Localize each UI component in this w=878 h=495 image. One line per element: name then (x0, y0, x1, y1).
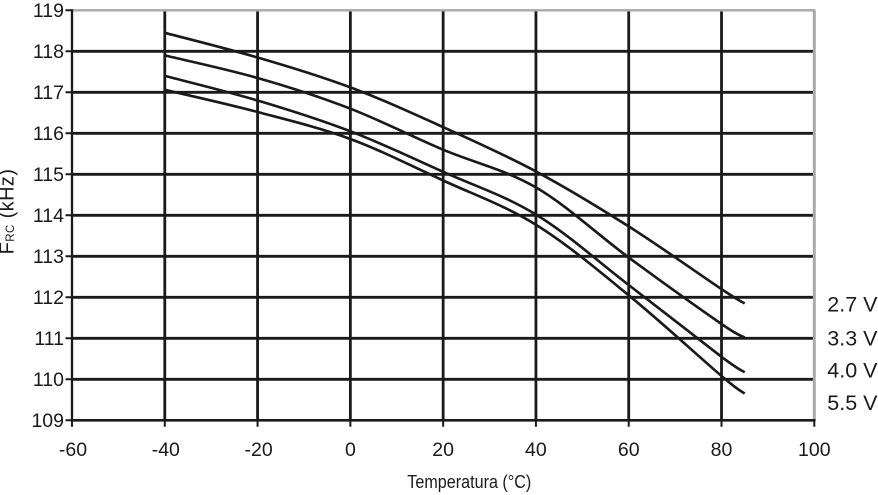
svg-text:115: 115 (33, 164, 64, 186)
svg-text:119: 119 (33, 0, 64, 22)
svg-text:116: 116 (33, 123, 64, 145)
svg-text:112: 112 (33, 287, 64, 309)
svg-text:0: 0 (345, 439, 356, 461)
svg-text:-60: -60 (59, 439, 87, 461)
svg-text:114: 114 (33, 205, 64, 227)
svg-text:113: 113 (33, 246, 64, 268)
svg-text:Temperatura (°C): Temperatura (°C) (407, 471, 531, 492)
svg-text:40: 40 (525, 439, 547, 461)
svg-text:5.5 V: 5.5 V (827, 391, 878, 415)
svg-text:80: 80 (711, 439, 733, 461)
svg-text:20: 20 (432, 439, 454, 461)
svg-text:118: 118 (33, 41, 64, 63)
svg-text:3.3 V: 3.3 V (827, 327, 878, 351)
svg-text:4.0 V: 4.0 V (827, 358, 878, 382)
svg-text:110: 110 (33, 369, 64, 391)
svg-text:-20: -20 (245, 439, 273, 461)
svg-text:60: 60 (618, 439, 640, 461)
svg-text:2.7 V: 2.7 V (827, 292, 878, 316)
svg-text:117: 117 (33, 82, 64, 104)
svg-text:-40: -40 (152, 439, 180, 461)
svg-text:109: 109 (31, 410, 64, 432)
svg-text:FRC (kHz): FRC (kHz) (0, 169, 19, 255)
svg-text:100: 100 (798, 439, 831, 461)
svg-text:111: 111 (34, 328, 64, 350)
